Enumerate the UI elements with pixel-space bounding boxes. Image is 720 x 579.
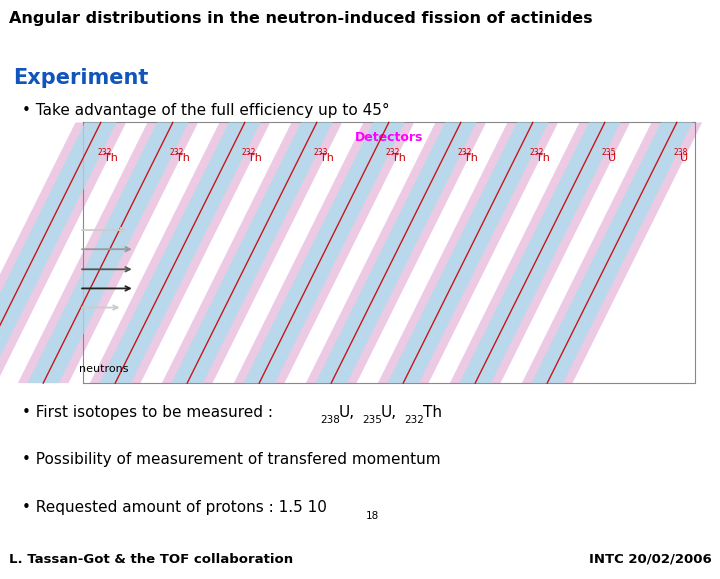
- Polygon shape: [0, 123, 117, 383]
- Polygon shape: [162, 123, 342, 383]
- Text: 232: 232: [457, 148, 472, 157]
- Polygon shape: [522, 123, 702, 383]
- Text: 232: 232: [241, 148, 256, 157]
- Polygon shape: [234, 123, 414, 383]
- Polygon shape: [243, 123, 405, 383]
- Text: Angular distributions in the neutron-induced fission of actinides: Angular distributions in the neutron-ind…: [9, 10, 593, 25]
- Text: Th: Th: [176, 153, 190, 163]
- Polygon shape: [99, 123, 261, 383]
- Text: • Possibility of measurement of transfered momentum: • Possibility of measurement of transfer…: [22, 452, 440, 467]
- Text: Th: Th: [392, 153, 406, 163]
- Text: INTC 20/02/2006: INTC 20/02/2006: [589, 553, 711, 566]
- Text: 232: 232: [385, 148, 400, 157]
- Text: Th: Th: [536, 153, 550, 163]
- Text: L. Tassan-Got & the TOF collaboration: L. Tassan-Got & the TOF collaboration: [9, 553, 293, 566]
- Polygon shape: [387, 123, 549, 383]
- Text: 232: 232: [97, 148, 112, 157]
- Text: 238: 238: [320, 415, 341, 425]
- Text: 235: 235: [601, 148, 616, 157]
- Text: neutrons: neutrons: [79, 364, 129, 373]
- Text: Th: Th: [320, 153, 334, 163]
- Text: Th: Th: [104, 153, 118, 163]
- Text: Experiment: Experiment: [13, 68, 148, 89]
- Polygon shape: [27, 123, 189, 383]
- Text: Th: Th: [423, 405, 441, 420]
- Polygon shape: [459, 123, 621, 383]
- Polygon shape: [0, 123, 126, 383]
- Text: • Take advantage of the full efficiency up to 45°: • Take advantage of the full efficiency …: [22, 103, 390, 118]
- Text: Th: Th: [464, 153, 478, 163]
- Text: U,: U,: [381, 405, 397, 420]
- Polygon shape: [450, 123, 630, 383]
- Polygon shape: [378, 123, 558, 383]
- Polygon shape: [531, 123, 693, 383]
- Polygon shape: [306, 123, 486, 383]
- Text: 232: 232: [404, 415, 424, 425]
- Polygon shape: [18, 123, 198, 383]
- Text: 232: 232: [529, 148, 544, 157]
- Text: 18: 18: [366, 511, 379, 521]
- Text: 232: 232: [169, 148, 184, 157]
- Polygon shape: [315, 123, 477, 383]
- Text: • First isotopes to be measured :: • First isotopes to be measured :: [22, 405, 277, 420]
- Text: 238: 238: [673, 148, 688, 157]
- Text: U,: U,: [339, 405, 355, 420]
- Text: Detectors: Detectors: [355, 131, 423, 144]
- Text: U: U: [608, 153, 616, 163]
- Polygon shape: [171, 123, 333, 383]
- Text: U: U: [680, 153, 688, 163]
- Text: • Requested amount of protons : 1.5 10: • Requested amount of protons : 1.5 10: [22, 500, 326, 515]
- Text: 235: 235: [362, 415, 382, 425]
- Text: 233: 233: [313, 148, 328, 157]
- Polygon shape: [90, 123, 270, 383]
- Text: Th: Th: [248, 153, 262, 163]
